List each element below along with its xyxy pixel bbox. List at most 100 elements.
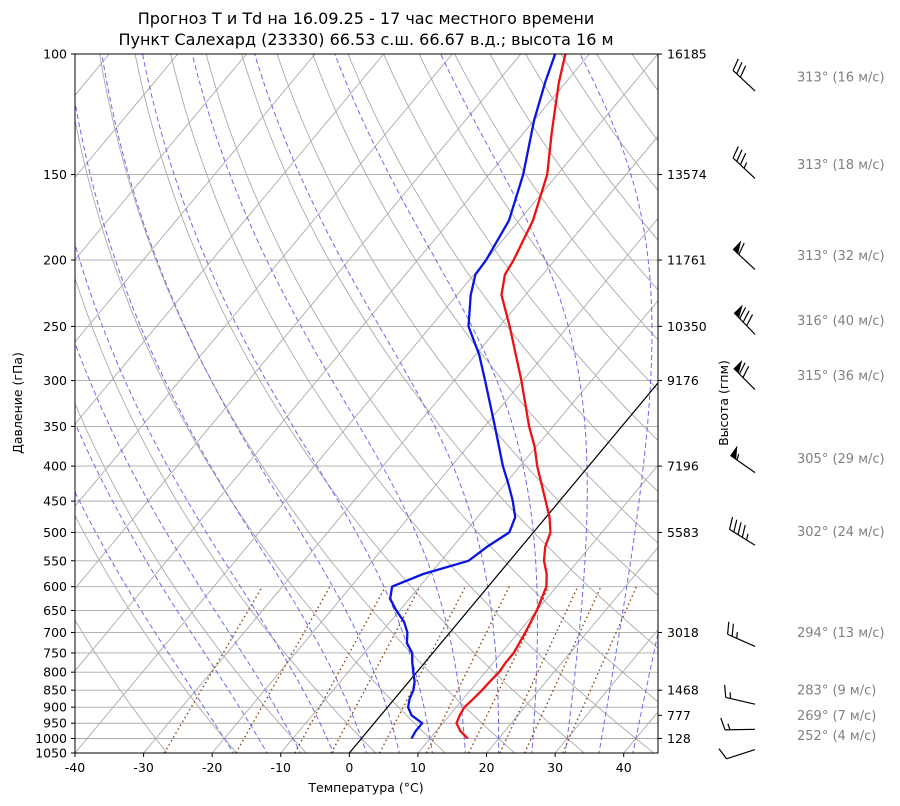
wind-barb-full [726, 621, 730, 635]
dry-adiabat [383, 54, 658, 442]
isotherm-line [75, 54, 179, 179]
moist-adiabat [191, 54, 466, 753]
wind-barb-full [728, 516, 734, 530]
pressure-tick-label: 850 [43, 683, 67, 698]
wind-label: 305° (29 м/с) [797, 452, 885, 467]
dry-adiabat [454, 54, 658, 341]
temperature-profile [455, 54, 567, 740]
pressure-tick-label: 800 [43, 665, 67, 680]
wind-barb-half [745, 533, 749, 541]
zero-isotherm-line [348, 382, 658, 753]
pressure-tick-label: 100 [43, 47, 67, 62]
wind-barb-full [742, 365, 750, 378]
wind-barb-staff [727, 633, 756, 648]
moist-adiabat [440, 54, 588, 753]
wind-barb [718, 748, 756, 760]
mixing-ratio-line [235, 586, 331, 753]
x-tick-label: 40 [616, 760, 632, 775]
height-tick-label: 11761 [667, 253, 707, 268]
isotherm-line [554, 628, 658, 753]
moist-adiabat [142, 54, 433, 753]
wind-barb-full [739, 307, 747, 319]
x-tick-label: 30 [547, 760, 563, 775]
x-axis-label: Температура (°C) [307, 780, 423, 795]
pressure-tick-label: 500 [43, 525, 67, 540]
y-axis-label: Давление (гПа) [10, 352, 25, 454]
pressure-tick-label: 350 [43, 419, 67, 434]
skewed-isotherm-grid [75, 54, 658, 753]
height-tick-label: 10350 [667, 319, 707, 334]
dry-adiabat [596, 54, 658, 142]
dry-adiabat [205, 54, 658, 703]
wind-barb-staff [726, 748, 756, 760]
pressure-tick-label: 1000 [35, 731, 67, 746]
isotherm-line [143, 135, 658, 753]
pressure-tick-label: 950 [43, 716, 67, 731]
chart-title-line-2: Пункт Салехард (23330) 66.53 с.ш. 66.67 … [118, 30, 613, 49]
wind-barb-half [729, 692, 732, 699]
wind-barb-full [741, 524, 746, 538]
wind-barb-full [738, 362, 746, 375]
dry-adiabat [75, 619, 168, 753]
isotherm-line [417, 464, 658, 753]
wind-barb-half [727, 723, 731, 730]
x-tick-label: -20 [202, 760, 222, 775]
mixing-ratio-line [499, 586, 579, 753]
pressure-tick-label: 250 [43, 319, 67, 334]
wind-label: 252° (4 м/с) [797, 729, 876, 744]
pressure-tick-label: 150 [43, 167, 67, 182]
mixing-ratio-line [294, 586, 387, 753]
wind-barb-full [723, 684, 727, 698]
isotherm-line [211, 217, 658, 753]
dry-adiabat [312, 54, 658, 544]
pressure-tick-label: 750 [43, 645, 67, 660]
wind-label: 313° (32 м/с) [797, 249, 885, 264]
profile-series [389, 54, 567, 740]
isotherm-line [75, 54, 658, 753]
wind-barb-staff [732, 248, 756, 270]
dry-adiabat [418, 54, 658, 391]
wind-barb-half [743, 162, 748, 169]
moist-adiabat [579, 54, 653, 753]
wind-barb-pennant [733, 240, 742, 254]
x-tick-label: -40 [65, 760, 85, 775]
wind-barb-pennant [734, 304, 743, 318]
isotherm-line [75, 54, 453, 507]
height-tick-label: 1468 [667, 683, 699, 698]
mixing-ratio-line [562, 586, 638, 753]
pressure-tick-label: 650 [43, 603, 67, 618]
zero-isotherm [348, 382, 658, 753]
height-tick-label: 7196 [667, 459, 699, 474]
wind-barb-full [733, 519, 738, 533]
pressure-tick-label: 200 [43, 253, 67, 268]
pressure-tick-label: 900 [43, 700, 67, 715]
wind-barb-pennant [733, 359, 743, 374]
y-axis-label-right: Высота (гпм) [716, 360, 731, 446]
mixing-ratio-line [163, 586, 263, 753]
height-tick-label: 13574 [667, 167, 707, 182]
dry-adiabat [75, 514, 238, 753]
dry-adiabat [75, 117, 446, 753]
wind-barb [723, 684, 756, 705]
height-tick-label: 16185 [667, 47, 707, 62]
height-tick-label: 128 [667, 731, 691, 746]
wind-barb-staff [733, 367, 756, 391]
wind-barb-full [732, 146, 739, 159]
x-tick-label: 0 [345, 760, 353, 775]
wind-barb [732, 58, 756, 92]
x-tick-label: -30 [133, 760, 153, 775]
dry-adiabat [99, 54, 516, 753]
wind-label: 313° (18 м/с) [797, 158, 885, 173]
dry-adiabat [276, 54, 658, 596]
dry-adiabat [715, 23, 900, 756]
wind-label: 313° (16 м/с) [797, 70, 885, 85]
isotherm-line [75, 54, 384, 425]
wind-barb-full [736, 62, 743, 75]
moist-adiabat [75, 99, 368, 753]
height-tick-label: 5583 [667, 525, 699, 540]
x-tick-label: 20 [479, 760, 495, 775]
dry-adiabat [680, 23, 900, 756]
wind-barb [733, 304, 756, 335]
